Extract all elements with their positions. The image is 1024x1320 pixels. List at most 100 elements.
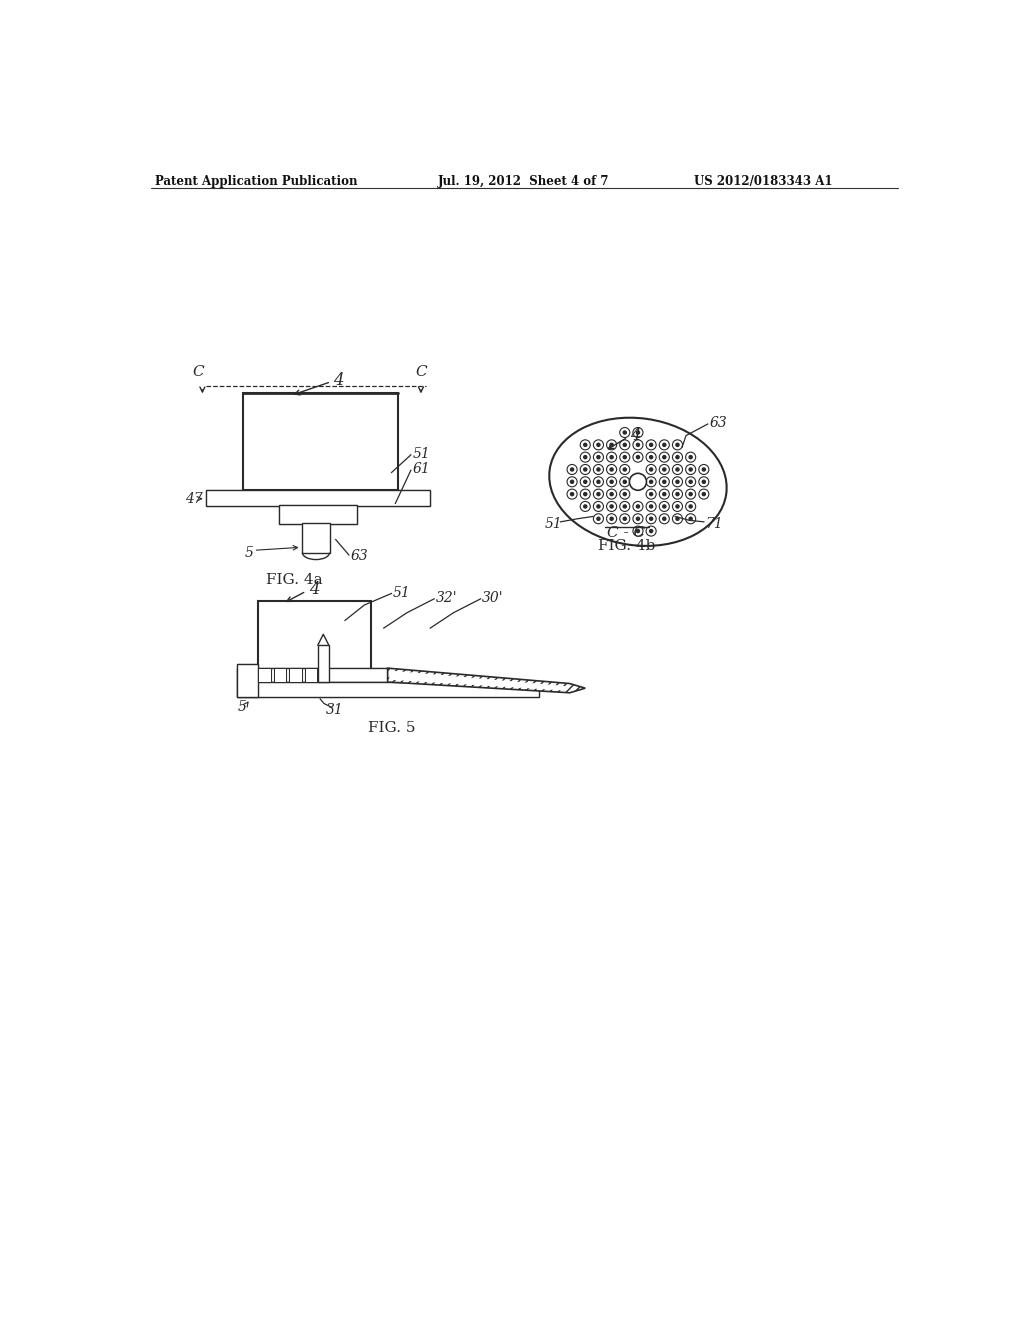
Bar [305,668,317,682]
Text: 51: 51 [393,586,411,599]
Circle shape [584,492,587,496]
Circle shape [570,492,573,496]
Circle shape [624,480,627,483]
Circle shape [689,506,692,508]
Circle shape [676,444,679,446]
Text: 31: 31 [326,702,343,717]
Circle shape [663,517,666,520]
Bar [273,668,286,682]
Bar [258,668,270,682]
Bar [289,668,302,682]
Circle shape [636,517,640,520]
Circle shape [649,455,652,459]
Text: 51: 51 [545,517,563,531]
Circle shape [649,480,652,483]
Text: C: C [191,366,204,379]
Bar [280,506,356,524]
Circle shape [597,517,600,520]
Circle shape [584,506,587,508]
Text: 4: 4 [334,372,344,389]
Bar [237,664,258,697]
Circle shape [676,506,679,508]
Bar [237,682,539,697]
Circle shape [570,480,573,483]
Circle shape [676,517,679,520]
Circle shape [663,444,666,446]
Circle shape [610,517,613,520]
Circle shape [649,529,652,533]
Text: FIG. 5: FIG. 5 [368,721,416,734]
Circle shape [689,480,692,483]
Text: 47: 47 [185,492,203,506]
Circle shape [570,469,573,471]
Circle shape [702,480,706,483]
Circle shape [584,444,587,446]
Circle shape [636,529,640,533]
Circle shape [610,492,613,496]
Circle shape [624,492,627,496]
Circle shape [597,455,600,459]
Circle shape [689,517,692,520]
Text: 4: 4 [630,428,641,444]
Bar [237,664,258,697]
Text: C - C: C - C [607,527,645,540]
Text: 61: 61 [413,462,430,477]
Text: FIG. 4a: FIG. 4a [266,573,323,586]
Text: Jul. 19, 2012  Sheet 4 of 7: Jul. 19, 2012 Sheet 4 of 7 [438,176,609,189]
Text: 30': 30' [482,591,504,605]
Circle shape [597,469,600,471]
Circle shape [636,455,640,459]
Bar [237,668,388,682]
Circle shape [649,517,652,520]
Circle shape [663,480,666,483]
Circle shape [624,506,627,508]
Circle shape [636,444,640,446]
Text: 51: 51 [413,447,430,461]
Circle shape [610,444,613,446]
Circle shape [584,455,587,459]
Bar [206,490,430,507]
Bar [317,645,329,682]
Bar [302,524,330,553]
Circle shape [676,469,679,471]
Bar [289,668,302,682]
Bar [273,668,286,682]
Circle shape [636,506,640,508]
Text: FIG. 4b: FIG. 4b [598,539,655,553]
Bar [258,601,371,682]
Circle shape [649,469,652,471]
Text: 5: 5 [245,545,253,560]
Circle shape [649,506,652,508]
Circle shape [610,469,613,471]
Circle shape [597,492,600,496]
Circle shape [702,492,706,496]
Circle shape [676,492,679,496]
Circle shape [649,492,652,496]
Circle shape [663,469,666,471]
Circle shape [636,432,640,434]
Circle shape [689,469,692,471]
Circle shape [610,506,613,508]
Circle shape [649,444,652,446]
Text: US 2012/0183343 A1: US 2012/0183343 A1 [693,176,833,189]
Circle shape [584,469,587,471]
Bar [280,506,356,524]
Circle shape [597,506,600,508]
Circle shape [689,492,692,496]
Bar [243,393,397,490]
Circle shape [663,506,666,508]
Circle shape [624,469,627,471]
Circle shape [663,492,666,496]
Polygon shape [389,671,568,690]
Circle shape [689,455,692,459]
Bar [305,668,317,682]
Text: Patent Application Publication: Patent Application Publication [155,176,357,189]
Circle shape [584,480,587,483]
Text: 63: 63 [710,416,727,430]
Circle shape [630,474,646,490]
Text: C: C [415,366,427,379]
Circle shape [702,469,706,471]
Text: 5: 5 [238,700,247,714]
Bar [237,668,388,682]
Circle shape [597,480,600,483]
